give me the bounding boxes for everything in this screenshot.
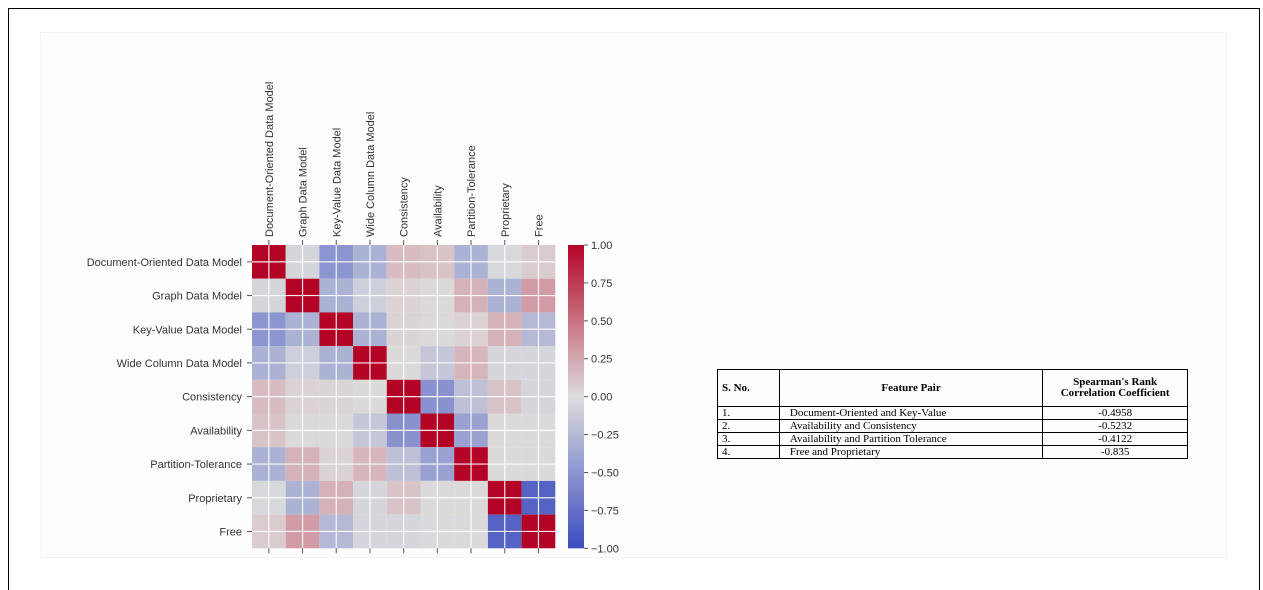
row-label: Wide Column Data Model bbox=[117, 358, 242, 370]
row-label: Document-Oriented Data Model bbox=[87, 257, 242, 269]
row-label: Free bbox=[219, 526, 242, 538]
colorbar-tick-label: 0.00 bbox=[591, 392, 612, 404]
colorbar-tick-label: −0.50 bbox=[591, 467, 619, 479]
table-row: 4. Free and Proprietary -0.835 bbox=[717, 445, 1188, 459]
header-coefficient-line1: Spearman's Rank bbox=[1073, 376, 1158, 388]
row-feature-pair: Free and Proprietary bbox=[778, 445, 1044, 459]
row-coefficient: -0.835 bbox=[1042, 445, 1188, 459]
table-row: 3. Availability and Partition Tolerance … bbox=[717, 432, 1188, 446]
colorbar-tick-label: 0.75 bbox=[591, 278, 612, 290]
column-label: Key-Value Data Model bbox=[331, 128, 343, 237]
header-coefficient: Spearman's Rank Correlation Coefficient bbox=[1042, 369, 1188, 407]
table-row: 2. Availability and Consistency -0.5232 bbox=[717, 419, 1188, 433]
spearman-table: S. No. Feature Pair Spearman's Rank Corr… bbox=[717, 369, 1188, 459]
header-feature-pair: Feature Pair bbox=[778, 369, 1044, 407]
row-label: Availability bbox=[190, 425, 242, 437]
colorbar-tick-label: 0.50 bbox=[591, 316, 612, 328]
row-label: Key-Value Data Model bbox=[133, 324, 242, 336]
column-label: Consistency bbox=[399, 177, 411, 237]
heatmap-cells bbox=[252, 245, 556, 549]
row-label: Partition-Tolerance bbox=[150, 459, 242, 471]
column-label: Proprietary bbox=[500, 183, 512, 237]
column-label: Partition-Tolerance bbox=[466, 145, 478, 237]
colorbar-ticks: 1.00 0.75 0.50 0.25 0.00 −0.25 −0.50 −0.75 −1.00 bbox=[584, 240, 619, 555]
heatmap-column-labels: Document-Oriented Data Model Graph Data M… bbox=[264, 82, 546, 237]
column-label: Document-Oriented Data Model bbox=[264, 82, 276, 237]
row-coefficient: -0.4958 bbox=[1042, 406, 1188, 420]
row-serial-no: 2. bbox=[717, 419, 780, 433]
row-serial-no: 3. bbox=[717, 432, 780, 446]
row-serial-no: 4. bbox=[717, 445, 780, 459]
column-label: Graph Data Model bbox=[298, 147, 310, 237]
header-coefficient-line2: Correlation Coefficient bbox=[1060, 387, 1170, 399]
table-row: 1. Document-Oriented and Key-Value -0.49… bbox=[717, 406, 1188, 420]
colorbar-tick-label: −0.75 bbox=[591, 505, 619, 517]
row-serial-no: 1. bbox=[717, 406, 780, 420]
header-serial-no: S. No. bbox=[717, 369, 780, 407]
column-label: Availability bbox=[432, 185, 444, 237]
row-coefficient: -0.5232 bbox=[1042, 419, 1188, 433]
row-label: Graph Data Model bbox=[152, 291, 242, 303]
heatmap-row-labels: Document-Oriented Data Model Graph Data M… bbox=[87, 257, 243, 539]
row-label: Proprietary bbox=[188, 493, 242, 505]
colorbar bbox=[568, 245, 584, 549]
colorbar-tick-label: 1.00 bbox=[591, 240, 612, 252]
row-feature-pair: Availability and Consistency bbox=[778, 419, 1044, 433]
row-feature-pair: Document-Oriented and Key-Value bbox=[778, 406, 1044, 420]
figure-panel bbox=[40, 32, 1227, 558]
heatmap-axis-ticks bbox=[247, 240, 539, 554]
row-feature-pair: Availability and Partition Tolerance bbox=[778, 432, 1044, 446]
row-coefficient: -0.4122 bbox=[1042, 432, 1188, 446]
colorbar-tick-label: −1.00 bbox=[591, 543, 619, 555]
colorbar-tick-label: 0.25 bbox=[591, 354, 612, 366]
column-label: Free bbox=[533, 214, 545, 237]
colorbar-tick-label: −0.25 bbox=[591, 430, 619, 442]
table-header-row: S. No. Feature Pair Spearman's Rank Corr… bbox=[717, 369, 1188, 407]
row-label: Consistency bbox=[182, 392, 242, 404]
page-frame bbox=[8, 8, 1260, 590]
column-label: Wide Column Data Model bbox=[365, 112, 377, 237]
